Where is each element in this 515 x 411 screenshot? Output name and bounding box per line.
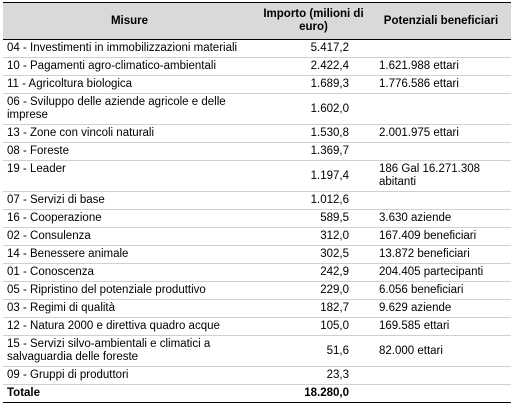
measure-cell: 11 - Agricoltura biologica [3, 75, 256, 94]
measure-cell: 13 - Zone con vincoli naturali [3, 124, 256, 143]
measure-cell: 08 - Foreste [3, 142, 256, 161]
total-label: Totale [3, 384, 256, 403]
measure-cell: 02 - Consulenza [3, 227, 256, 246]
header-cell: Misure [3, 2, 256, 40]
table-body: 04 - Investimenti in immobilizzazioni ma… [3, 39, 511, 403]
table-container: Misure Importo (milioni di euro) Potenzi… [3, 2, 511, 403]
table-row: 13 - Zone con vincoli naturali 1.530,8 2.0… [3, 124, 511, 143]
amount-cell: 589,5 [256, 209, 371, 228]
amount-cell: 1.602,0 [256, 93, 371, 125]
beneficiaries-cell: 6.056 beneficiari [371, 281, 511, 300]
table-row: 06 - Sviluppo delle aziende agricole e d… [3, 93, 511, 125]
measures-table: Misure Importo (milioni di euro) Potenzi… [3, 2, 511, 403]
measure-cell: 05 - Ripristino del potenziale produttiv… [3, 281, 256, 300]
amount-cell: 1.689,3 [256, 75, 371, 94]
measure-cell: 12 - Natura 2000 e direttiva quadro acqu… [3, 317, 256, 336]
table-row: 05 - Ripristino del potenziale produttiv… [3, 281, 511, 300]
table-row: 07 - Servizi di base 1.012,6 [3, 191, 511, 210]
total-empty [371, 384, 511, 403]
total-amount: 18.280,0 [256, 384, 371, 403]
amount-cell: 1.197,4 [256, 160, 371, 192]
amount-cell: 1.012,6 [256, 191, 371, 210]
beneficiaries-cell [371, 93, 511, 125]
header-cell: Potenziali beneficiari [371, 2, 511, 40]
measure-cell: 03 - Regimi di qualità [3, 299, 256, 318]
beneficiaries-cell [371, 142, 511, 161]
table-row: 12 - Natura 2000 e direttiva quadro acqu… [3, 317, 511, 336]
table-row: 02 - Consulenza 312,0 167.409 beneficiari [3, 227, 511, 246]
table-row: 04 - Investimenti in immobilizzazioni ma… [3, 39, 511, 58]
beneficiaries-cell: 1.621.988 ettari [371, 57, 511, 76]
beneficiaries-cell [371, 39, 511, 58]
table-row: 08 - Foreste 1.369,7 [3, 142, 511, 161]
total-row: Totale 18.280,0 [3, 384, 511, 403]
measure-cell: 15 - Servizi silvo-ambientali e climatic… [3, 335, 256, 367]
measure-cell: 14 - Benessere animale [3, 245, 256, 264]
amount-cell: 51,6 [256, 335, 371, 367]
amount-cell: 229,0 [256, 281, 371, 300]
beneficiaries-cell: 13.872 beneficiari [371, 245, 511, 264]
header-row: Misure Importo (milioni di euro) Potenzi… [3, 2, 511, 40]
beneficiaries-cell: 82.000 ettari [371, 335, 511, 367]
beneficiaries-cell: 169.585 ettari [371, 317, 511, 336]
measure-cell: 04 - Investimenti in immobilizzazioni ma… [3, 39, 256, 58]
beneficiaries-cell: 2.001.975 ettari [371, 124, 511, 143]
beneficiaries-cell [371, 366, 511, 385]
measure-cell: 09 - Gruppi di produttori [3, 366, 256, 385]
amount-cell: 2.422,4 [256, 57, 371, 76]
measure-cell: 19 - Leader [3, 160, 256, 192]
amount-cell: 1.530,8 [256, 124, 371, 143]
table-row: 15 - Servizi silvo-ambientali e climatic… [3, 335, 511, 367]
table-row: 10 - Pagamenti agro-climatico-ambientali… [3, 57, 511, 76]
amount-cell: 1.369,7 [256, 142, 371, 161]
amount-cell: 23,3 [256, 366, 371, 385]
beneficiaries-cell: 204.405 partecipanti [371, 263, 511, 282]
table-row: 09 - Gruppi di produttori 23,3 [3, 366, 511, 385]
beneficiaries-cell: 1.776.586 ettari [371, 75, 511, 94]
amount-cell: 302,5 [256, 245, 371, 264]
table-row: 03 - Regimi di qualità 182,7 9.629 aziende [3, 299, 511, 318]
measure-cell: 16 - Cooperazione [3, 209, 256, 228]
beneficiaries-cell: 167.409 beneficiari [371, 227, 511, 246]
measure-cell: 01 - Conoscenza [3, 263, 256, 282]
beneficiaries-cell: 186 Gal 16.271.308 abitanti [371, 160, 511, 192]
amount-cell: 242,9 [256, 263, 371, 282]
measure-cell: 07 - Servizi di base [3, 191, 256, 210]
table-row: 01 - Conoscenza 242,9 204.405 partecipanti [3, 263, 511, 282]
amount-cell: 5.417,2 [256, 39, 371, 58]
measure-cell: 06 - Sviluppo delle aziende agricole e d… [3, 93, 256, 125]
table-row: 11 - Agricoltura biologica 1.689,3 1.776.5… [3, 75, 511, 94]
amount-cell: 105,0 [256, 317, 371, 336]
header-cell: Importo (milioni di euro) [256, 2, 371, 40]
table-row: 16 - Cooperazione 589,5 3.630 aziende [3, 209, 511, 228]
amount-cell: 182,7 [256, 299, 371, 318]
beneficiaries-cell: 3.630 aziende [371, 209, 511, 228]
beneficiaries-cell: 9.629 aziende [371, 299, 511, 318]
table-row: 19 - Leader 1.197,4 186 Gal 16.271.308 abi… [3, 160, 511, 192]
measure-cell: 10 - Pagamenti agro-climatico-ambientali [3, 57, 256, 76]
beneficiaries-cell [371, 191, 511, 210]
table-row: 14 - Benessere animale 302,5 13.872 benefi… [3, 245, 511, 264]
amount-cell: 312,0 [256, 227, 371, 246]
